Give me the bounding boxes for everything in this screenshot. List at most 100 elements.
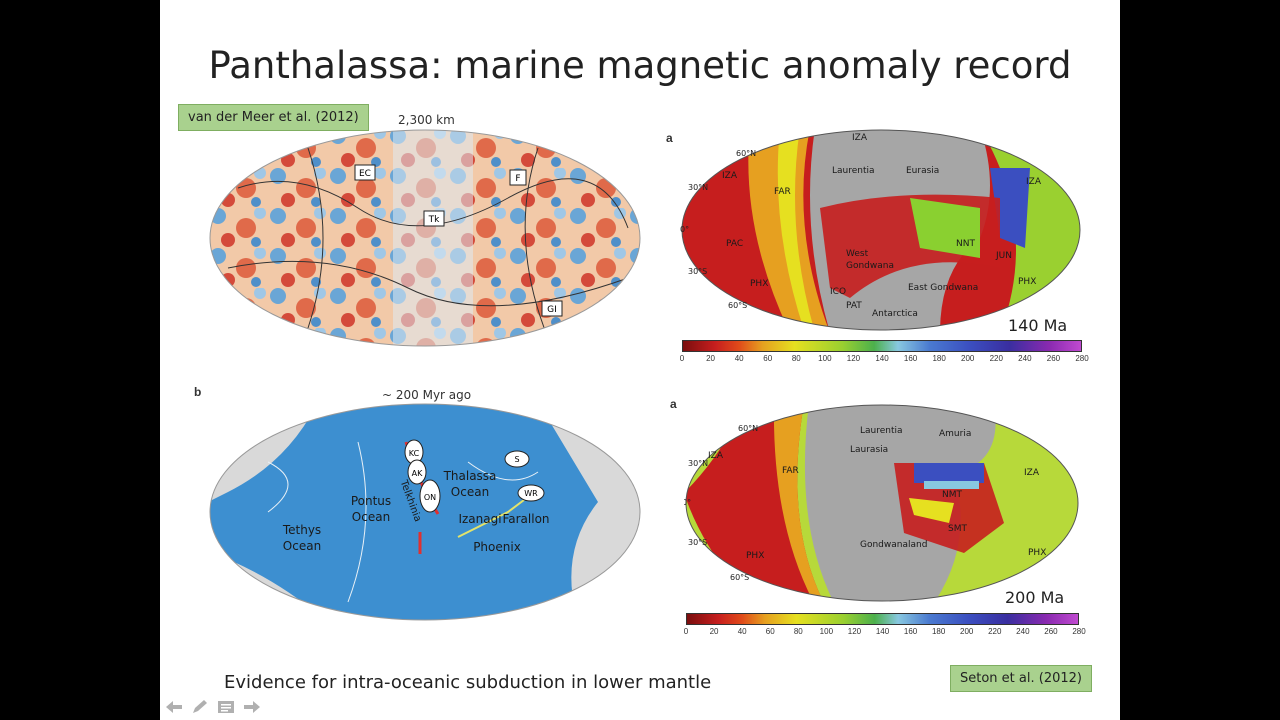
- scale-tick-label: 0: [683, 627, 689, 636]
- scale-tick-label: 0: [679, 354, 685, 363]
- scale-tick-label: 240: [1018, 354, 1032, 363]
- plate-eurasia: Eurasia: [906, 166, 939, 176]
- scale-tick-label: 260: [1046, 354, 1061, 363]
- plate-iza-2: IZA: [1026, 177, 1042, 187]
- age-label-200: 200 Ma: [1005, 588, 1065, 607]
- age200-panel-letter: a: [670, 397, 677, 411]
- age-map-200: 60°N 30°N 0° 30°S 60°S IZA FAR Laurentia…: [684, 404, 1079, 602]
- scale-tick-label: 60: [765, 627, 775, 636]
- scale-tick-label: 140: [875, 627, 890, 636]
- scale-tick-label: 160: [903, 627, 918, 636]
- recon-oval-s: [504, 450, 530, 468]
- age-scale-200-ticks: 0 20 40 60 80 100 120 140 160 180 200 220 240 260 280: [683, 625, 1086, 639]
- recon-panel-letter: b: [194, 385, 202, 399]
- label-tethys-ocean: Ocean: [283, 539, 321, 553]
- scale-tick-label: 80: [793, 627, 803, 636]
- plate-phx-2: PHX: [1018, 277, 1036, 287]
- svg-text:F: F: [515, 174, 520, 184]
- plate-laurentia: Laurentia: [832, 166, 875, 176]
- svg-text:KC: KC: [409, 449, 420, 458]
- scale-tick-label: 40: [734, 354, 744, 363]
- svg-text:30°S: 30°S: [688, 267, 707, 276]
- plate-iza-top: IZA: [852, 133, 868, 143]
- svg-text:ON: ON: [424, 493, 436, 502]
- scale-tick-label: 180: [931, 627, 946, 636]
- age-scale-140-bar: [682, 340, 1082, 352]
- svg-text:WR: WR: [524, 489, 538, 498]
- scale-tick-label: 100: [819, 627, 834, 636]
- slide-title: Panthalassa: marine magnetic anomaly rec…: [208, 44, 1072, 87]
- plate-gondwana: Gondwana: [846, 261, 894, 271]
- age-label-140: 140 Ma: [1008, 316, 1068, 335]
- age140-panel-letter: a: [666, 131, 673, 145]
- label-phoenix: Phoenix: [473, 540, 521, 554]
- svg-text:60°N: 60°N: [738, 424, 758, 433]
- age-map-140: 60°N 30°N 0° 30°S 60°S IZA FAR Laurentia…: [680, 129, 1081, 331]
- label-farallon: Farallon: [502, 512, 549, 526]
- slide-caption: Evidence for intra-oceanic subduction in…: [224, 672, 712, 693]
- scale-tick-label: 80: [791, 354, 801, 363]
- recon-time-label: ~ 200 Myr ago: [382, 388, 472, 402]
- plate-laurasia-200: Laurasia: [850, 445, 888, 455]
- plate-pat: PAT: [846, 301, 862, 311]
- svg-text:Tk: Tk: [428, 215, 440, 225]
- plate-antarctica: Antarctica: [872, 309, 918, 319]
- scale-tick-label: 280: [1075, 354, 1089, 363]
- plate-far: FAR: [774, 187, 791, 197]
- svg-text:60°S: 60°S: [728, 301, 747, 310]
- scale-tick-label: 260: [1044, 627, 1058, 636]
- tomography-map: EC F Tk GI: [209, 129, 641, 347]
- plate-west: West: [846, 249, 869, 259]
- tomo-box-f: F: [509, 169, 527, 186]
- scale-tick-label: 200: [960, 627, 974, 636]
- scale-tick-label: 40: [737, 627, 747, 636]
- plate-phx-1: PHX: [750, 279, 768, 289]
- scale-tick-label: 220: [989, 354, 1003, 363]
- slide-nav-toolbar: [164, 698, 262, 716]
- reconstruction-map: KC AK ON S WR Tethys Ocean Pontus Ocean …: [209, 403, 641, 621]
- plate-amuria-200: Amuria: [939, 429, 971, 439]
- tomo-scale-label: 2,300 km: [398, 113, 455, 127]
- scale-tick-label: 220: [988, 627, 1002, 636]
- plate-iza-2-200: IZA: [1024, 468, 1040, 478]
- arrow-left-icon[interactable]: [164, 698, 184, 716]
- age-scale-200-bar: [686, 613, 1079, 625]
- scale-tick-label: 140: [875, 354, 889, 363]
- plate-iza-1-200: IZA: [708, 451, 724, 461]
- scale-tick-label: 100: [818, 354, 832, 363]
- label-tethys: Tethys: [282, 523, 321, 537]
- svg-text:S: S: [514, 455, 519, 464]
- menu-icon[interactable]: [216, 698, 236, 716]
- svg-text:0°: 0°: [680, 225, 689, 234]
- recon-oval-wr: [517, 484, 545, 502]
- scale-tick-label: 180: [932, 354, 946, 363]
- label-pontus: Pontus: [351, 494, 391, 508]
- age-scale-140: 0 20 40 60 80 100 120 140 160 180 200 220 240 260 280: [679, 340, 1089, 366]
- scale-tick-label: 20: [706, 354, 716, 363]
- recon-oval-ak: [407, 459, 427, 485]
- label-izanagi: Izanagi: [458, 512, 501, 526]
- svg-text:60°S: 60°S: [730, 573, 749, 582]
- svg-text:30°N: 30°N: [688, 183, 708, 192]
- scale-tick-label: 240: [1016, 627, 1030, 636]
- plate-laurentia-200: Laurentia: [860, 426, 903, 436]
- plate-gondwanaland-200: Gondwanaland: [860, 540, 927, 550]
- age-scale-200: 0 20 40 60 80 100 120 140 160 180 200 220 240 260 280: [683, 613, 1086, 639]
- scale-tick-label: 160: [903, 354, 918, 363]
- age-scale-140-ticks: 0 20 40 60 80 100 120 140 160 180 200 220 240 260 280: [679, 352, 1089, 366]
- scale-tick-label: 280: [1072, 627, 1086, 636]
- pen-icon[interactable]: [190, 698, 210, 716]
- svg-text:30°S: 30°S: [688, 538, 707, 547]
- arrow-right-icon[interactable]: [242, 698, 262, 716]
- plate-east-gondwana: East Gondwana: [908, 283, 978, 293]
- svg-text:60°N: 60°N: [736, 149, 756, 158]
- plate-nmt-200: NMT: [942, 490, 962, 500]
- tomo-box-gi: GI: [541, 300, 563, 317]
- scale-tick-label: 120: [847, 627, 862, 636]
- label-thalassa-ocean: Ocean: [451, 485, 489, 499]
- svg-text:EC: EC: [359, 169, 371, 179]
- scale-tick-label: 20: [709, 627, 719, 636]
- plate-nnt: NNT: [956, 239, 975, 249]
- plate-ico: ICO: [830, 287, 846, 297]
- plate-jun: JUN: [995, 251, 1012, 261]
